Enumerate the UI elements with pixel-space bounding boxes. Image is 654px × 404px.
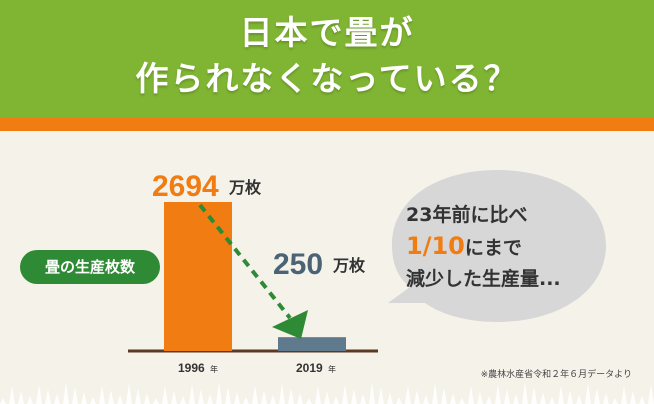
- bubble-line-2: 1/10にまで: [406, 231, 596, 264]
- bar-1996: [164, 202, 232, 351]
- bar-2019: [278, 337, 346, 351]
- title-line-1: 日本で畳が: [239, 13, 415, 52]
- bubble-line-1-text: 年前に比べ: [432, 204, 528, 226]
- page-title: 日本で畳が 作られなくなっている？: [0, 10, 654, 102]
- bar-value-label-1996: 2694: [152, 170, 219, 203]
- tick-unit-1996: 年: [210, 364, 218, 374]
- bubble-years: 23: [406, 204, 433, 226]
- bubble-line-1: 23年前に比べ: [406, 200, 596, 231]
- tick-label-2019: 2019: [296, 361, 323, 375]
- bar-value-label-2019: 250: [273, 248, 323, 281]
- decline-arrow-line: [198, 203, 292, 320]
- orange-stripe: [0, 118, 654, 131]
- bubble-ratio: 1/10: [406, 232, 465, 260]
- speech-bubble: [388, 170, 606, 322]
- production-chart: 2694 万枚 250 万枚 1996 年 2019 年: [128, 170, 606, 375]
- production-count-label: 畳の生産枚数: [20, 250, 160, 284]
- title-line-2: 作られなくなっている？: [135, 59, 519, 98]
- header-banner: 日本で畳が 作られなくなっている？: [0, 0, 654, 118]
- decline-arrow-head: [272, 310, 308, 339]
- bar-value-unit-2019: 万枚: [332, 256, 366, 275]
- bubble-line-2-text: にまで: [464, 237, 522, 259]
- source-note: ※農林水産省令和２年６月データより: [480, 370, 632, 380]
- tick-unit-2019: 年: [328, 364, 336, 374]
- bubble-line-3: 減少した生産量...: [406, 268, 561, 290]
- bubble-message: 23年前に比べ 1/10にまで 減少した生産量...: [406, 200, 596, 295]
- bar-value-unit-1996: 万枚: [228, 178, 262, 197]
- tick-label-1996: 1996: [178, 361, 205, 375]
- grass-decoration: [0, 382, 654, 404]
